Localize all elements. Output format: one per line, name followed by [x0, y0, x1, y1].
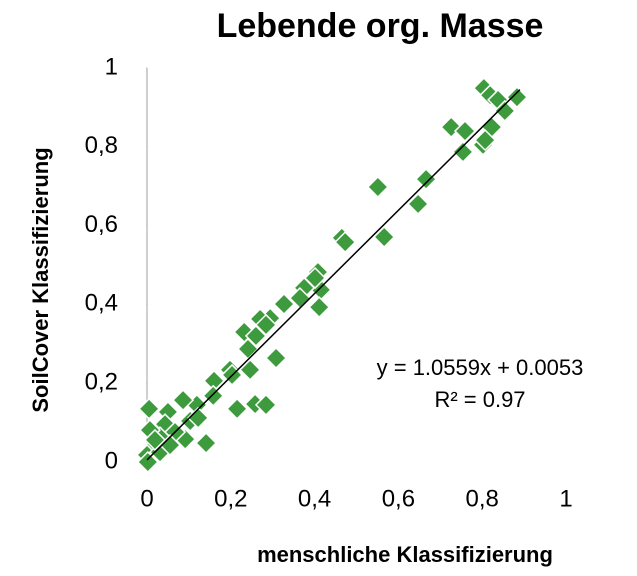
- x-tick-label: 0: [140, 485, 153, 512]
- point: [303, 266, 327, 290]
- trendline-equation: y = 1.0559x + 0.0053: [377, 355, 584, 380]
- y-tick-label: 0,6: [85, 211, 118, 238]
- x-tick-label: 1: [559, 485, 572, 512]
- point: [143, 428, 167, 451]
- point: [373, 225, 396, 249]
- point: [226, 397, 249, 420]
- chart-title: Lebende org. Masse: [217, 7, 544, 45]
- x-axis-title: menschliche Klassifizierung: [257, 542, 553, 567]
- point: [239, 358, 262, 381]
- point: [195, 432, 218, 455]
- y-axis-title: SoilCover Klassifizierung: [28, 147, 53, 412]
- point: [136, 450, 159, 474]
- y-tick-label: 0,8: [85, 132, 118, 159]
- trendline: [146, 89, 521, 461]
- point: [202, 384, 225, 407]
- x-tick-label: 0,6: [382, 485, 415, 512]
- point: [474, 129, 497, 152]
- point: [440, 116, 463, 139]
- point: [505, 86, 529, 109]
- point: [171, 389, 195, 412]
- r-squared: R² = 0.97: [434, 387, 525, 412]
- point: [244, 324, 268, 347]
- point: [138, 397, 161, 420]
- y-tick-label: 1: [105, 53, 118, 80]
- point: [187, 406, 210, 429]
- point: [451, 140, 474, 163]
- point: [334, 231, 357, 254]
- y-tick-label: 0,4: [85, 290, 118, 317]
- point: [272, 292, 296, 316]
- point: [414, 168, 438, 191]
- x-tick-label: 0,4: [298, 485, 331, 512]
- point: [366, 175, 389, 199]
- point: [264, 346, 288, 370]
- y-tick-label: 0,2: [85, 369, 118, 396]
- point: [254, 313, 278, 336]
- point: [407, 192, 430, 215]
- x-tick-label: 0,2: [214, 485, 247, 512]
- point: [254, 393, 278, 416]
- y-tick-label: 0: [105, 447, 118, 474]
- point: [308, 296, 331, 319]
- point: [453, 119, 477, 143]
- x-tick-label: 0,8: [466, 485, 499, 512]
- point: [493, 99, 516, 123]
